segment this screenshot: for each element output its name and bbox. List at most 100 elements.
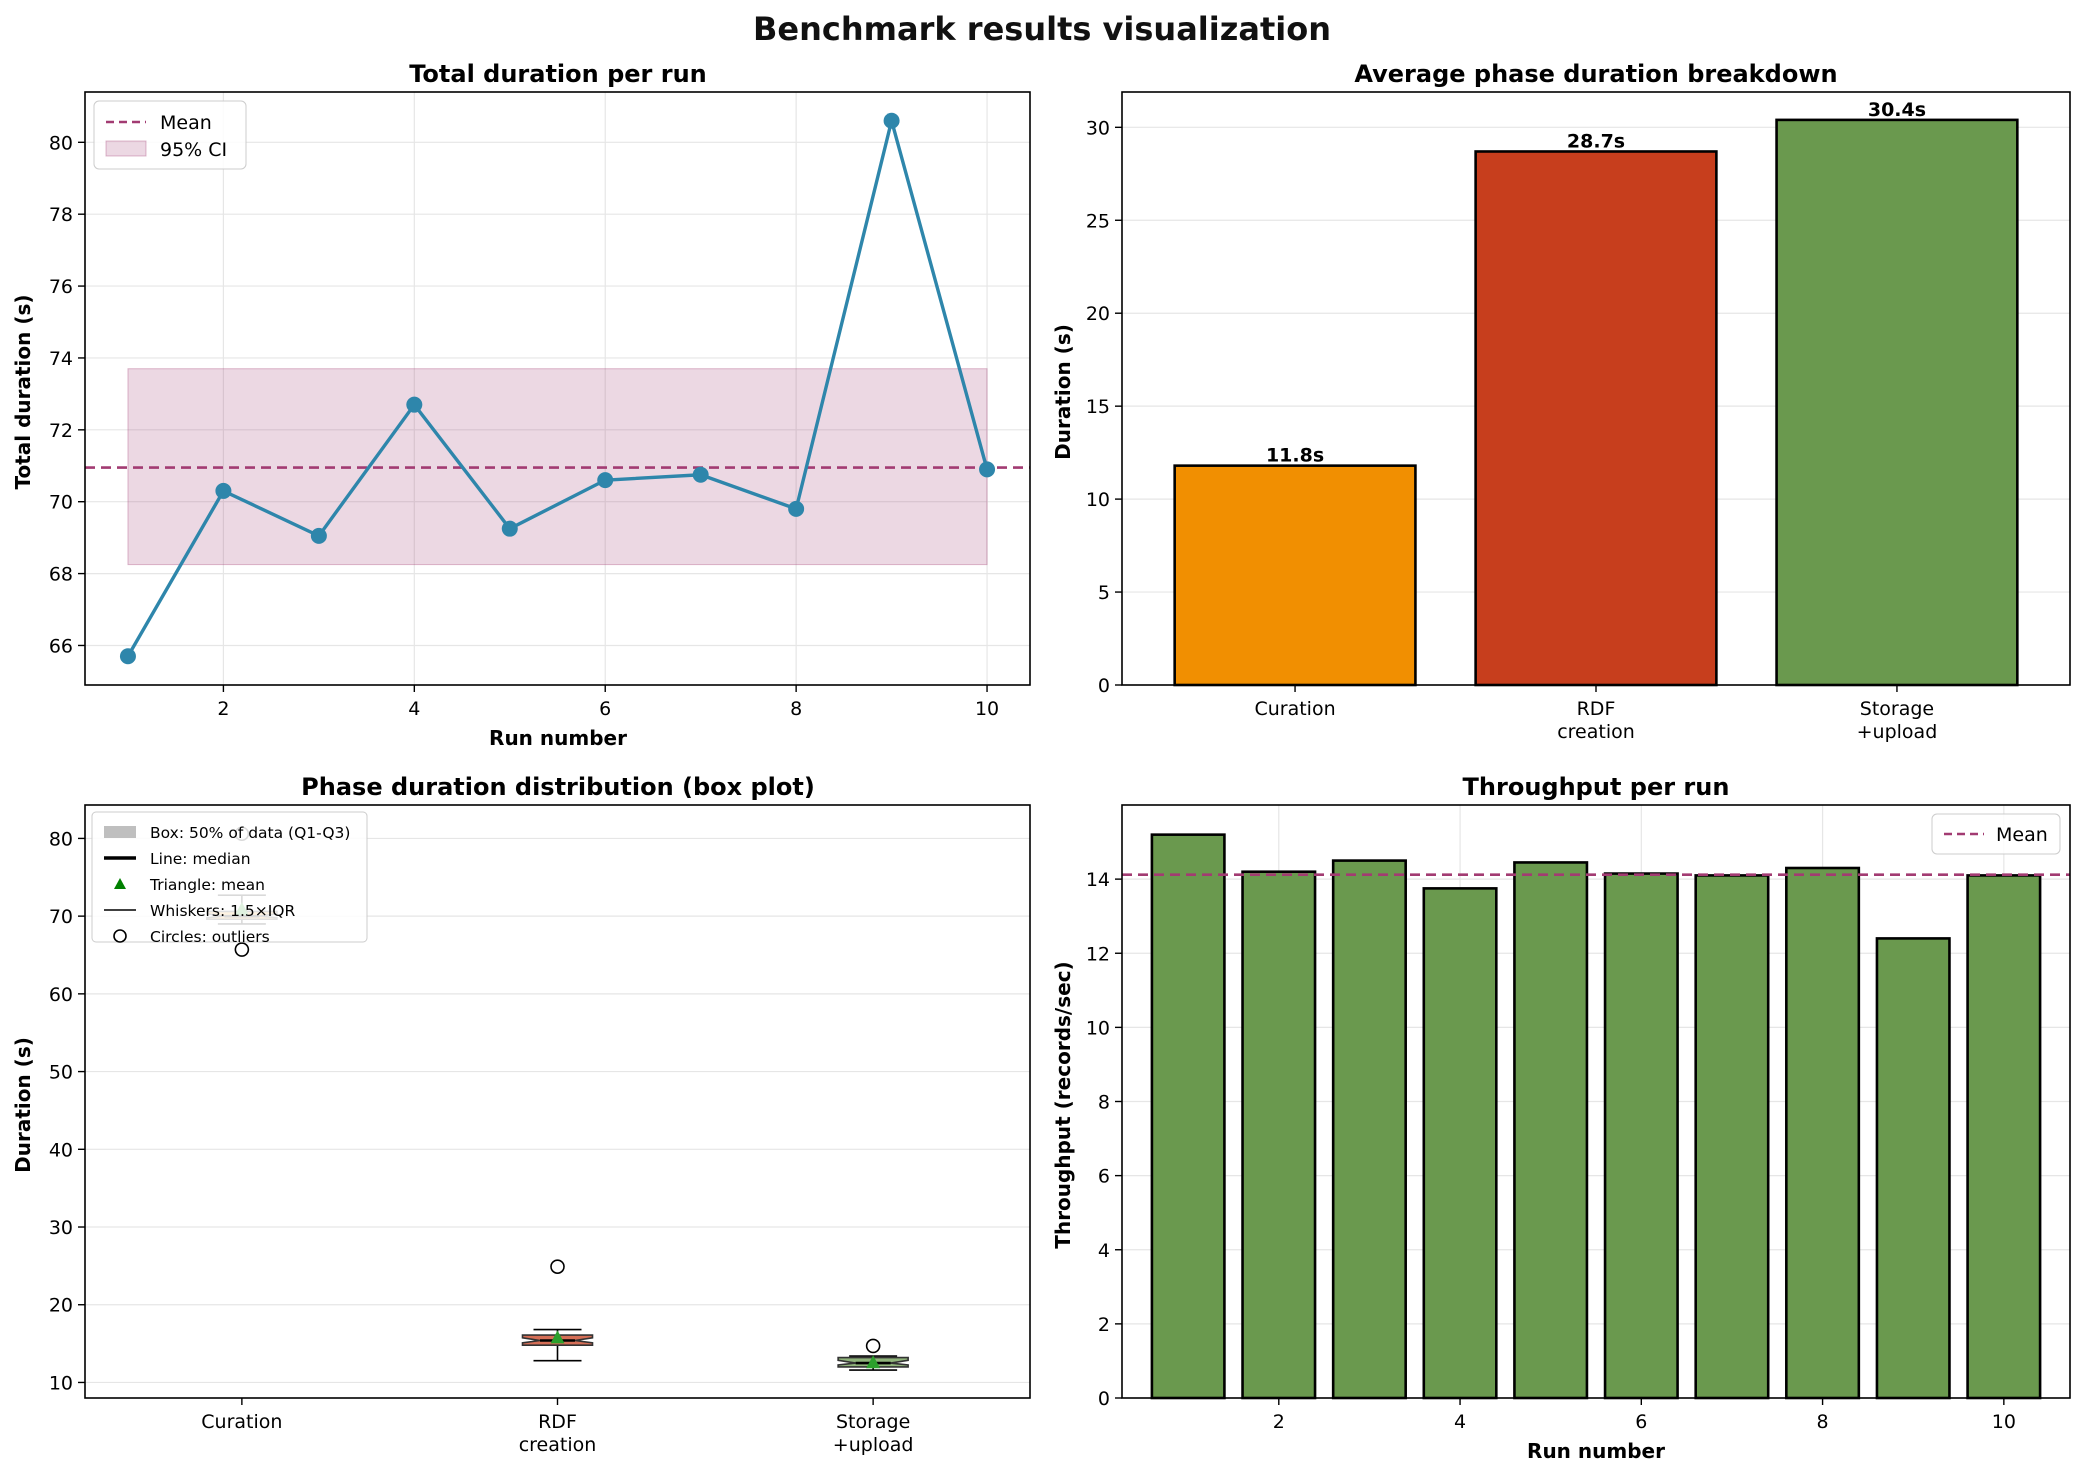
x-tick-label: 6 (599, 698, 611, 720)
x-tick-label: 8 (1817, 1411, 1829, 1433)
y-tick-label: 20 (1086, 303, 1110, 325)
y-tick-label: 74 (49, 348, 73, 370)
y-tick-label: 80 (49, 828, 73, 850)
bar (1966, 874, 2042, 1400)
panel-total-duration: Total duration per run Run number Total … (11, 60, 1031, 750)
legend-ci-swatch (105, 140, 147, 157)
outlier (234, 942, 250, 957)
y-tick-label: 10 (49, 1372, 73, 1394)
legend-label: Mean (1996, 824, 2048, 846)
y-tick-label: 30 (49, 1217, 73, 1239)
y-tick-label: 0 (1098, 1388, 1110, 1410)
x-tick-label: 10 (975, 698, 999, 720)
plot-frame (1121, 91, 2071, 686)
legend-label: Triangle: mean (149, 876, 265, 894)
legend-box (93, 100, 247, 170)
x-tick-label: Curation (1254, 698, 1335, 720)
bar (1875, 937, 1951, 1400)
plot-frame (84, 804, 1031, 1399)
plot-frame (84, 91, 1031, 686)
data-point (501, 520, 518, 537)
x-tick-label: Storage (1860, 698, 1934, 720)
data-point (119, 648, 136, 665)
y-tick-label: 20 (49, 1295, 73, 1317)
legend-label: Box: 50% of data (Q1-Q3) (150, 824, 350, 842)
panel-box-plot: Phase duration distribution (box plot) D… (11, 773, 1031, 1456)
y-tick-label: 80 (49, 132, 73, 154)
panel-phase-breakdown: Average phase duration breakdown Duratio… (1051, 60, 2071, 743)
bar (1474, 150, 1718, 687)
panel-title: Phase duration distribution (box plot) (301, 773, 815, 801)
x-tick-label: creation (519, 1434, 597, 1456)
y-tick-label: 66 (49, 635, 73, 657)
y-axis-label: Duration (s) (11, 1037, 35, 1173)
bar (1694, 874, 1770, 1400)
x-axis-label: Run number (1527, 1439, 1665, 1463)
x-tick-label: Curation (201, 1411, 282, 1433)
y-tick-label: 10 (1086, 489, 1110, 511)
legend-label: 95% CI (160, 139, 227, 161)
outlier (550, 1259, 565, 1274)
bar-value-label: 11.8s (1266, 445, 1324, 467)
bar (1513, 861, 1589, 1400)
x-tick-label: RDF (538, 1411, 577, 1433)
y-tick-label: 10 (1086, 1017, 1110, 1039)
bar-value-label: 28.7s (1567, 130, 1625, 152)
data-point (883, 112, 900, 129)
data-point (310, 527, 327, 544)
legend-outlier-swatch (113, 929, 127, 943)
x-tick-label: +upload (833, 1434, 914, 1456)
y-tick-label: 60 (49, 984, 73, 1006)
y-axis-label: Total duration (s) (11, 294, 35, 489)
y-tick-label: 78 (49, 204, 73, 226)
x-axis-label: Run number (489, 726, 627, 750)
y-tick-label: 70 (49, 492, 73, 514)
y-tick-label: 50 (49, 1062, 73, 1084)
data-point (979, 461, 996, 478)
x-tick-label: 10 (1992, 1411, 2016, 1433)
bar (1775, 118, 2019, 687)
series-line (126, 113, 989, 658)
legend-label: Line: median (150, 850, 251, 868)
x-tick-label: 4 (408, 698, 420, 720)
x-tick-label: 4 (1454, 1411, 1466, 1433)
panel-title: Total duration per run (409, 60, 707, 88)
mean-marker (866, 1355, 881, 1369)
mean-marker (550, 1330, 565, 1344)
x-tick-label: 6 (1635, 1411, 1647, 1433)
y-axis-label: Throughput (records/sec) (1051, 961, 1075, 1248)
data-point (788, 500, 805, 517)
bar (1785, 866, 1861, 1400)
y-tick-label: 25 (1086, 210, 1110, 232)
data-point (406, 396, 423, 413)
data-point (597, 472, 614, 489)
y-axis-label: Duration (s) (1051, 324, 1075, 460)
bar (1241, 870, 1317, 1400)
legend-label: Whiskers: 1.5×IQR (150, 902, 295, 920)
y-tick-label: 0 (1098, 675, 1110, 697)
y-tick-label: 12 (1086, 943, 1110, 965)
y-tick-label: 6 (1098, 1166, 1110, 1188)
bar (1422, 887, 1498, 1400)
bar (1331, 859, 1407, 1400)
y-tick-label: 4 (1098, 1240, 1110, 1262)
legend-label: Circles: outliers (150, 928, 270, 946)
legend-box-swatch (104, 826, 136, 838)
y-tick-label: 70 (49, 906, 73, 928)
panel-title: Throughput per run (1463, 773, 1730, 801)
figure-title: Benchmark results visualization (753, 10, 1331, 48)
x-tick-label: RDF (1577, 698, 1616, 720)
bar (1173, 464, 1417, 687)
legend-label: Mean (160, 112, 212, 134)
outlier (865, 1338, 881, 1354)
x-tick-label: creation (1557, 721, 1635, 743)
panel-throughput: Throughput per run Run number Throughput… (1051, 773, 2071, 1463)
data-point (692, 466, 709, 483)
y-tick-label: 8 (1098, 1092, 1110, 1114)
y-tick-label: 76 (49, 276, 73, 298)
y-tick-label: 30 (1086, 117, 1110, 139)
legend-box (91, 811, 368, 943)
x-tick-label: Storage (836, 1411, 910, 1433)
bar (1603, 872, 1679, 1400)
